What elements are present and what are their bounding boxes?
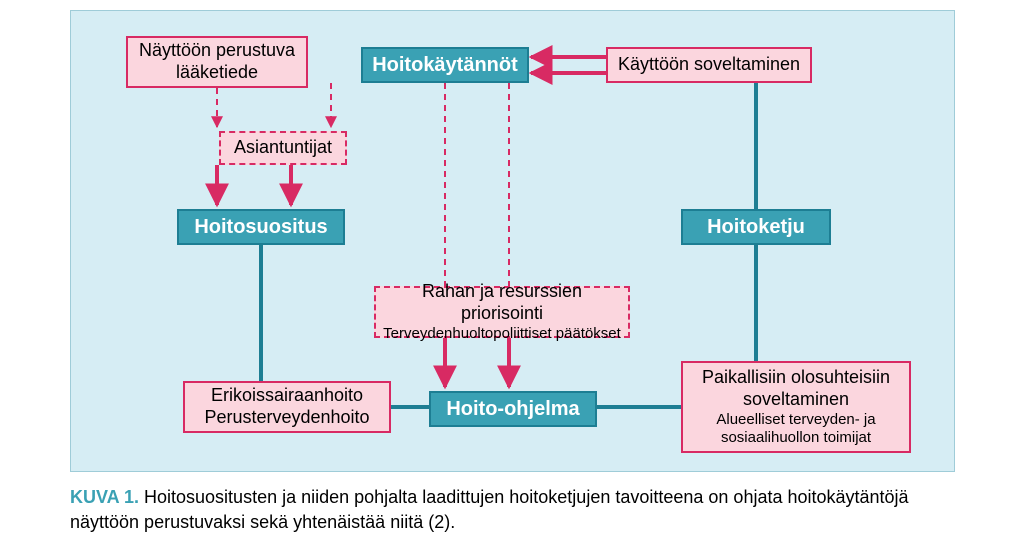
node-label: Erikoissairaanhoito Perusterveydenhoito: [204, 385, 369, 428]
figure-frame: Näyttöön perustuva lääketiede Hoitokäytän…: [0, 0, 1023, 545]
caption-text: Hoitosuositusten ja niiden pohjalta laad…: [70, 487, 909, 532]
node-program: Hoito-ohjelma: [429, 391, 597, 427]
node-label: Rahan ja resurssien priorisointi: [382, 281, 622, 324]
node-label: Paikallisiin olosuhteisiin soveltaminen: [689, 367, 903, 410]
node-label: Hoito-ohjelma: [446, 397, 579, 421]
node-practices: Hoitokäytännöt: [361, 47, 529, 83]
node-priorities: Rahan ja resurssien priorisointiTerveyde…: [374, 286, 630, 338]
node-guideline: Hoitosuositus: [177, 209, 345, 245]
node-label: Hoitokäytännöt: [372, 53, 518, 77]
node-chain: Hoitoketju: [681, 209, 831, 245]
node-label: Näyttöön perustuva lääketiede: [139, 40, 295, 83]
node-label: Käyttöön soveltaminen: [618, 54, 800, 76]
node-label: Hoitoketju: [707, 215, 805, 239]
caption-lead: KUVA 1.: [70, 487, 139, 507]
node-ebm: Näyttöön perustuva lääketiede: [126, 36, 308, 88]
node-specialcare: Erikoissairaanhoito Perusterveydenhoito: [183, 381, 391, 433]
figure-caption: KUVA 1. Hoitosuositusten ja niiden pohja…: [70, 485, 953, 535]
node-label: Hoitosuositus: [194, 215, 327, 239]
node-sublabel: Terveydenhuoltopoliittiset päätökset: [383, 325, 621, 343]
node-label: Asiantuntijat: [234, 137, 332, 159]
node-apply: Käyttöön soveltaminen: [606, 47, 812, 83]
node-sublabel: Alueelliset terveyden- ja sosiaalihuollo…: [689, 411, 903, 447]
node-experts: Asiantuntijat: [219, 131, 347, 165]
diagram-panel: Näyttöön perustuva lääketiede Hoitokäytän…: [70, 10, 955, 472]
node-local: Paikallisiin olosuhteisiin soveltaminenA…: [681, 361, 911, 453]
